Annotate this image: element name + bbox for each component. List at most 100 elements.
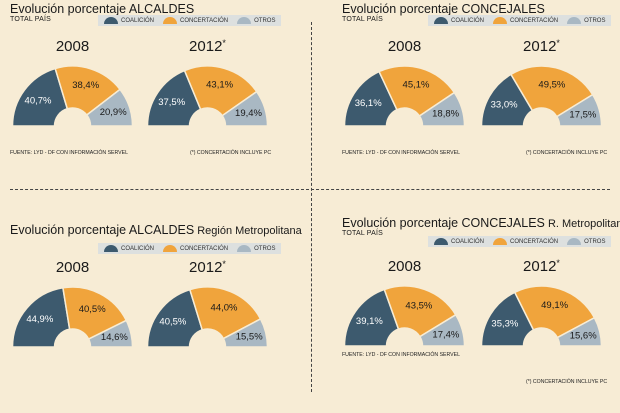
segment-concertacion (62, 286, 128, 341)
panel-title: Evolución porcentaje ALCALDES Región Met… (10, 223, 302, 237)
segment-concertacion (509, 65, 594, 118)
concertacion-swatch (163, 17, 178, 24)
panel-alcaldes-pais: Evolución porcentaje ALCALDES TOTAL PAÍS… (10, 2, 310, 192)
segment-coalicion (146, 69, 202, 127)
semi-donut-chart: 35,3% 49,1% 15,6% (480, 285, 603, 347)
segment-otros (87, 319, 134, 348)
value-label-otros: 14,6% (101, 332, 128, 343)
legend-item-concertacion: CONCERTACIÓN (163, 17, 228, 24)
otros-swatch (567, 17, 582, 24)
source-note: FUENTE: LYD - DF CON INFORMACIÓN SERVEL (10, 150, 128, 156)
value-label-concertacion: 49,5% (538, 79, 565, 90)
year-label: 2012* (523, 258, 560, 275)
coalicion-swatch (434, 238, 448, 245)
segment-concertacion (188, 286, 262, 340)
chart-2012: 2012* 33,0% 49,5% 17,5% (479, 38, 604, 148)
year-label: 2012* (189, 38, 226, 55)
value-label-concertacion: 40,5% (79, 304, 106, 315)
segment-concertacion (383, 285, 457, 338)
semi-donut-chart: 37,5% 43,1% 19,4% (146, 65, 269, 127)
value-label-coalicion: 36,1% (355, 98, 382, 109)
semi-donut-chart: 39,1% 43,5% 17,4% (343, 285, 466, 347)
chart-2012: 2012* 37,5% 43,1% 19,4% (145, 38, 270, 148)
segment-concertacion (378, 65, 456, 118)
legend-item-concertacion: CONCERTACIÓN (493, 238, 558, 245)
horizontal-divider (10, 189, 610, 190)
year-label: 2008 (387, 38, 422, 55)
panel-title: Evolución porcentaje CONCEJALES R. Metro… (342, 216, 620, 230)
segment-otros (222, 317, 269, 348)
concertacion-swatch (493, 17, 508, 24)
value-label-concertacion: 49,1% (541, 300, 568, 311)
segment-otros (556, 316, 603, 347)
concertacion-swatch (163, 245, 178, 252)
legend-item-coalicion: COALICIÓN (434, 17, 484, 24)
value-label-coalicion: 44,9% (26, 314, 53, 325)
segment-otros (418, 91, 466, 127)
source-note: FUENTE: LYD - DF CON INFORMACIÓN SERVEL (342, 352, 460, 358)
chart-2008: 2008 36,1% 45,1% 18,8% (342, 38, 467, 148)
panel-concejales-pais: Evolución porcentaje CONCEJALES TOTAL PA… (342, 2, 620, 192)
chart-2008: 2008 44,9% 40,5% 14,6% (10, 259, 135, 369)
legend-label: OTROS (254, 17, 276, 24)
legend-label: COALICIÓN (451, 238, 485, 245)
year-label: 2012* (189, 259, 226, 276)
segment-concertacion (183, 65, 258, 117)
value-label-concertacion: 44,0% (211, 302, 238, 313)
value-label-concertacion: 38,4% (72, 80, 99, 91)
semi-donut-chart: 40,7% 38,4% 20,9% (11, 65, 134, 127)
segment-otros (418, 313, 466, 347)
vertical-divider (311, 22, 312, 392)
semi-donut-chart: 44,9% 40,5% 14,6% (11, 286, 134, 348)
panel-subtitle: TOTAL PAÍS (10, 16, 52, 23)
concertacion-swatch (493, 238, 508, 245)
segment-coalicion (480, 291, 535, 347)
otros-swatch (237, 245, 252, 252)
semi-donut-chart: 40,5% 44,0% 15,5% (146, 286, 269, 348)
year-label: 2008 (55, 259, 90, 276)
coalicion-swatch (104, 245, 118, 252)
legend-label: COALICIÓN (451, 17, 485, 24)
value-label-coalicion: 40,7% (25, 95, 52, 106)
value-label-concertacion: 43,5% (405, 301, 432, 312)
panel-concejales-rm: Evolución porcentaje CONCEJALES R. Metro… (342, 216, 620, 406)
segment-concertacion (54, 65, 122, 117)
segment-coalicion (11, 67, 69, 127)
legend-label: CONCERTACIÓN (180, 245, 229, 252)
legend-item-coalicion: COALICIÓN (104, 17, 154, 24)
chart-2012: 2012* 35,3% 49,1% 15,6% (479, 258, 604, 368)
value-label-coalicion: 35,3% (491, 318, 518, 329)
legend-item-concertacion: CONCERTACIÓN (493, 17, 558, 24)
legend-label: OTROS (254, 245, 276, 252)
legend-item-coalicion: COALICIÓN (104, 245, 154, 252)
legend-label: CONCERTACIÓN (510, 17, 559, 24)
otros-swatch (237, 17, 252, 24)
panel-alcaldes-rm: Evolución porcentaje ALCALDES Región Met… (10, 223, 310, 413)
panel-subtitle: TOTAL PAÍS (342, 16, 384, 23)
segment-otros (221, 90, 269, 127)
year-label: 2008 (55, 38, 90, 55)
legend-item-coalicion: COALICIÓN (434, 238, 484, 245)
panel-subtitle: TOTAL PAÍS (342, 230, 384, 237)
chart-2008: 2008 40,7% 38,4% 20,9% (10, 38, 135, 148)
panel-title: Evolución porcentaje CONCEJALES (342, 2, 545, 16)
legend-label: CONCERTACIÓN (180, 17, 229, 24)
segment-concertacion (513, 285, 596, 339)
value-label-concertacion: 43,1% (206, 80, 233, 91)
value-label-otros: 17,4% (432, 329, 459, 340)
legend: COALICIÓN CONCERTACIÓN OTROS (98, 243, 282, 254)
chart-2008: 2008 39,1% 43,5% 17,4% (342, 258, 467, 368)
coalicion-swatch (104, 17, 118, 24)
legend-item-otros: OTROS (237, 17, 275, 24)
segment-otros (85, 88, 134, 127)
semi-donut-chart: 36,1% 45,1% 18,8% (343, 65, 466, 127)
value-label-coalicion: 39,1% (356, 316, 383, 327)
value-label-otros: 15,6% (570, 331, 597, 342)
legend-label: CONCERTACIÓN (510, 238, 559, 245)
legend-label: COALICIÓN (121, 245, 155, 252)
value-label-otros: 17,5% (569, 109, 596, 120)
otros-swatch (567, 238, 582, 245)
legend: COALICIÓN CONCERTACIÓN OTROS (98, 15, 282, 26)
legend-item-otros: OTROS (567, 238, 605, 245)
segment-coalicion (343, 288, 400, 347)
